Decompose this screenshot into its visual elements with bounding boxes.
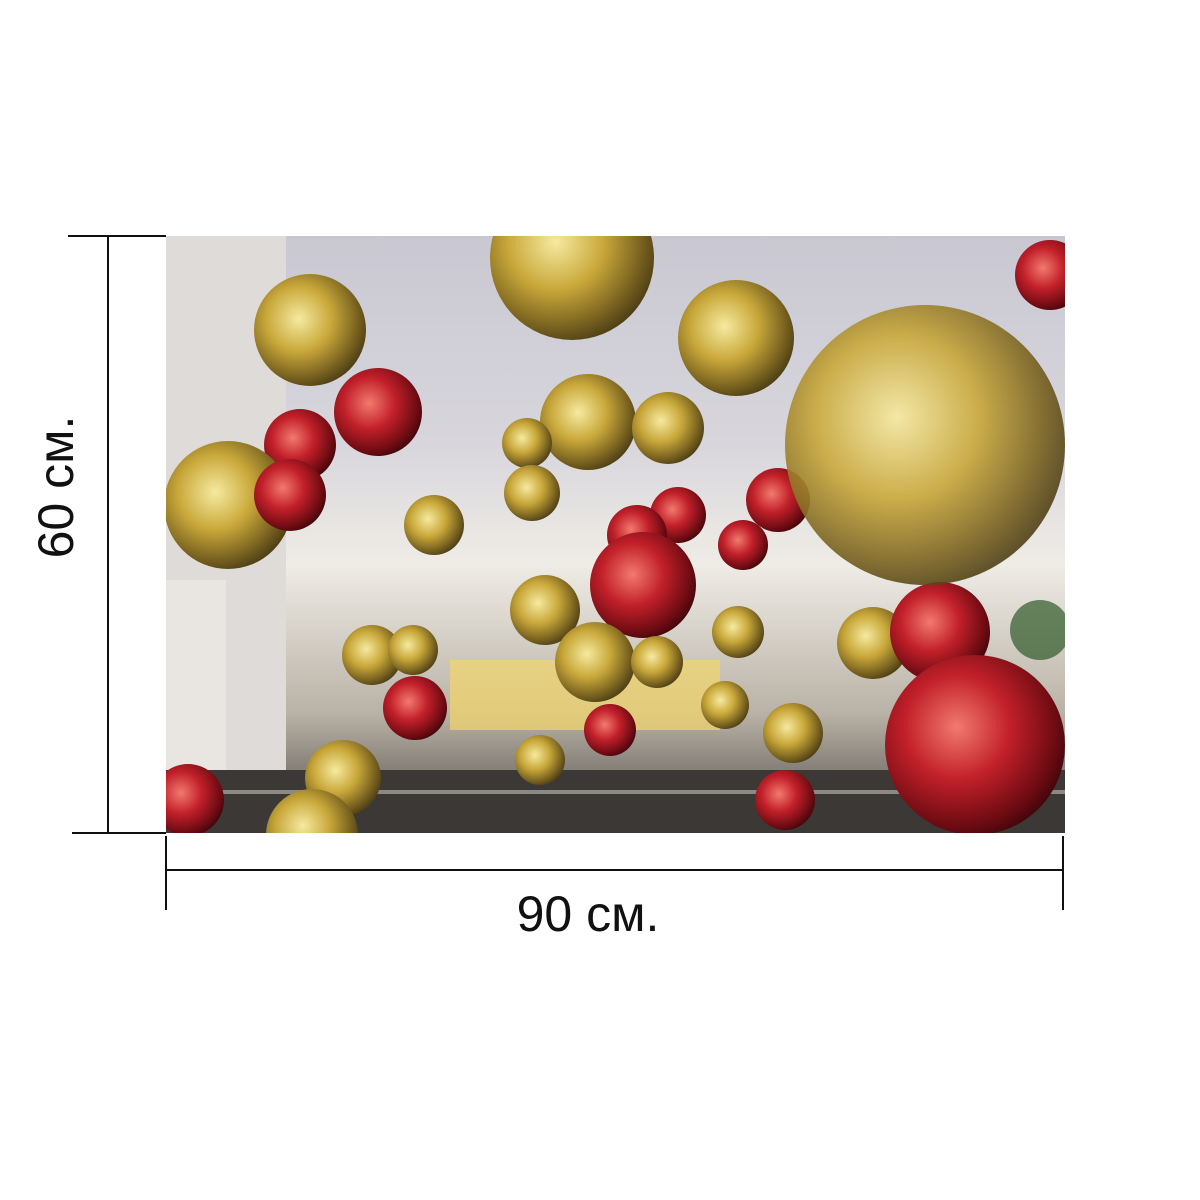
width-label: 90 см. xyxy=(517,886,660,942)
height-label: 60 см. xyxy=(28,416,84,559)
photo xyxy=(166,236,1065,833)
dimension-lines xyxy=(68,235,1064,910)
